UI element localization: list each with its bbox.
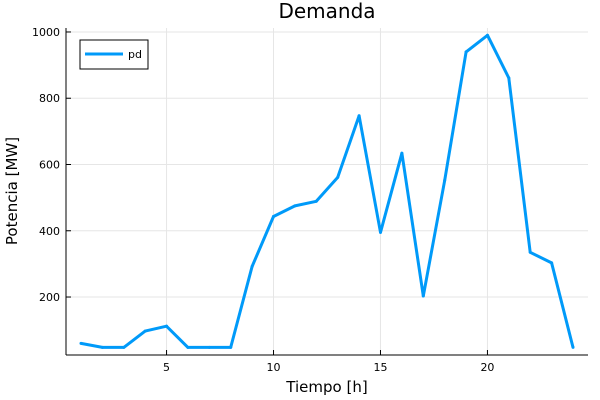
x-ticks: 5 10 15 20	[163, 350, 494, 374]
data-point	[314, 199, 318, 203]
y-tick-label: 200	[39, 291, 60, 304]
data-point	[143, 329, 147, 333]
data-point	[100, 345, 104, 349]
data-point	[485, 33, 489, 37]
data-point	[464, 50, 468, 54]
data-point	[207, 345, 211, 349]
data-point	[336, 175, 340, 179]
legend-label-pd: pd	[128, 48, 142, 61]
data-point	[378, 230, 382, 234]
legend: pd	[79, 39, 149, 70]
chart-title: Demanda	[278, 0, 375, 23]
data-point	[250, 265, 254, 269]
data-point	[229, 345, 233, 349]
x-tick-label: 20	[480, 361, 494, 374]
y-tick-label: 800	[39, 92, 60, 105]
data-point	[550, 261, 554, 265]
data-point	[122, 345, 126, 349]
y-tick-label: 400	[39, 225, 60, 238]
y-ticks: 200 400 600 800 1000	[32, 26, 71, 304]
data-point	[571, 345, 575, 349]
series-layer	[79, 33, 575, 349]
x-tick-label: 5	[163, 361, 170, 374]
data-point	[272, 215, 276, 219]
y-axis-label: Potencia [MW]	[3, 137, 21, 245]
grid	[66, 28, 588, 355]
data-point	[443, 178, 447, 182]
data-point	[293, 204, 297, 208]
x-tick-label: 10	[267, 361, 281, 374]
data-point	[400, 151, 404, 155]
y-tick-label: 600	[39, 158, 60, 171]
data-point	[357, 114, 361, 118]
data-point	[528, 250, 532, 254]
data-point	[79, 341, 83, 345]
x-axis-label: Tiempo [h]	[285, 378, 367, 396]
series-line-pd	[80, 33, 575, 349]
data-point	[421, 294, 425, 298]
data-point	[507, 76, 511, 80]
y-tick-label: 1000	[32, 26, 60, 39]
data-point	[165, 324, 169, 328]
data-point	[186, 345, 190, 349]
x-tick-label: 15	[373, 361, 387, 374]
axes	[65, 28, 588, 356]
